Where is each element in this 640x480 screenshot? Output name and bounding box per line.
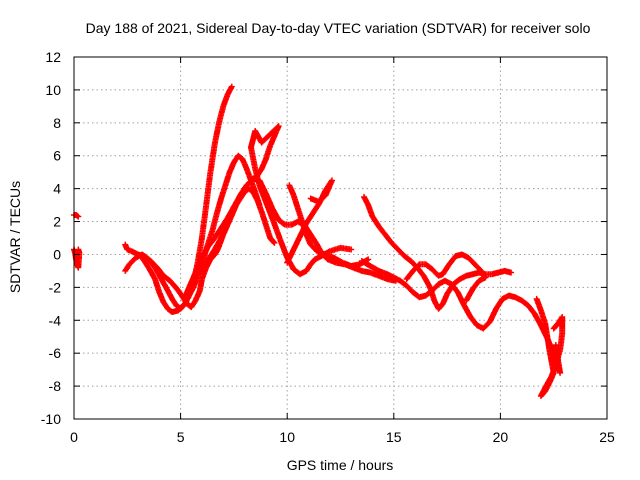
plot-frame [73, 56, 608, 420]
y-tick-label: 10 [45, 82, 61, 98]
x-tick-label: 20 [493, 429, 509, 445]
x-tick-label: 10 [279, 429, 295, 445]
x-tick-label: 5 [177, 429, 185, 445]
series-t8 [286, 182, 372, 269]
data-point-markers [71, 246, 83, 271]
y-tick-label: 2 [53, 214, 61, 230]
y-tick-label: 4 [53, 181, 61, 197]
y-tick-label: -6 [49, 345, 62, 361]
data-point-markers [403, 251, 489, 304]
data-layer [71, 83, 566, 399]
data-point-markers [198, 175, 399, 284]
tick-labels: 0 5 10 15 20 25 -10 -8 -6 -4 -2 0 2 4 6 8 10 12 [41, 49, 615, 445]
y-axis-title: SDTVAR / TECUs [7, 181, 23, 293]
x-tick-label: 0 [70, 429, 78, 445]
series-t11 [403, 251, 489, 304]
y-tick-label: -2 [49, 279, 62, 295]
y-tick-label: 8 [53, 115, 61, 131]
x-tick-label: 15 [386, 429, 402, 445]
y-tick-label: 6 [53, 148, 61, 164]
x-tick-label: 25 [599, 429, 615, 445]
y-tick-label: -10 [41, 411, 61, 427]
series-t1 [71, 246, 83, 271]
data-point-markers [361, 193, 515, 312]
grid-lines [74, 57, 607, 419]
data-point-markers [71, 212, 82, 220]
y-tick-label: -4 [49, 312, 62, 328]
y-tick-label: 0 [53, 246, 61, 262]
x-axis-title: GPS time / hours [287, 457, 394, 473]
series-t6 [198, 175, 399, 284]
series-t12 [533, 295, 566, 399]
series-t9 [361, 193, 515, 312]
y-tick-label: 12 [45, 49, 61, 65]
data-point-markers [533, 295, 566, 399]
axis-ticks [73, 56, 608, 420]
chart-title: Day 188 of 2021, Sidereal Day-to-day VTE… [86, 20, 591, 36]
y-tick-label: -8 [49, 378, 62, 394]
data-point-markers [286, 182, 372, 269]
series-t0 [71, 212, 82, 220]
